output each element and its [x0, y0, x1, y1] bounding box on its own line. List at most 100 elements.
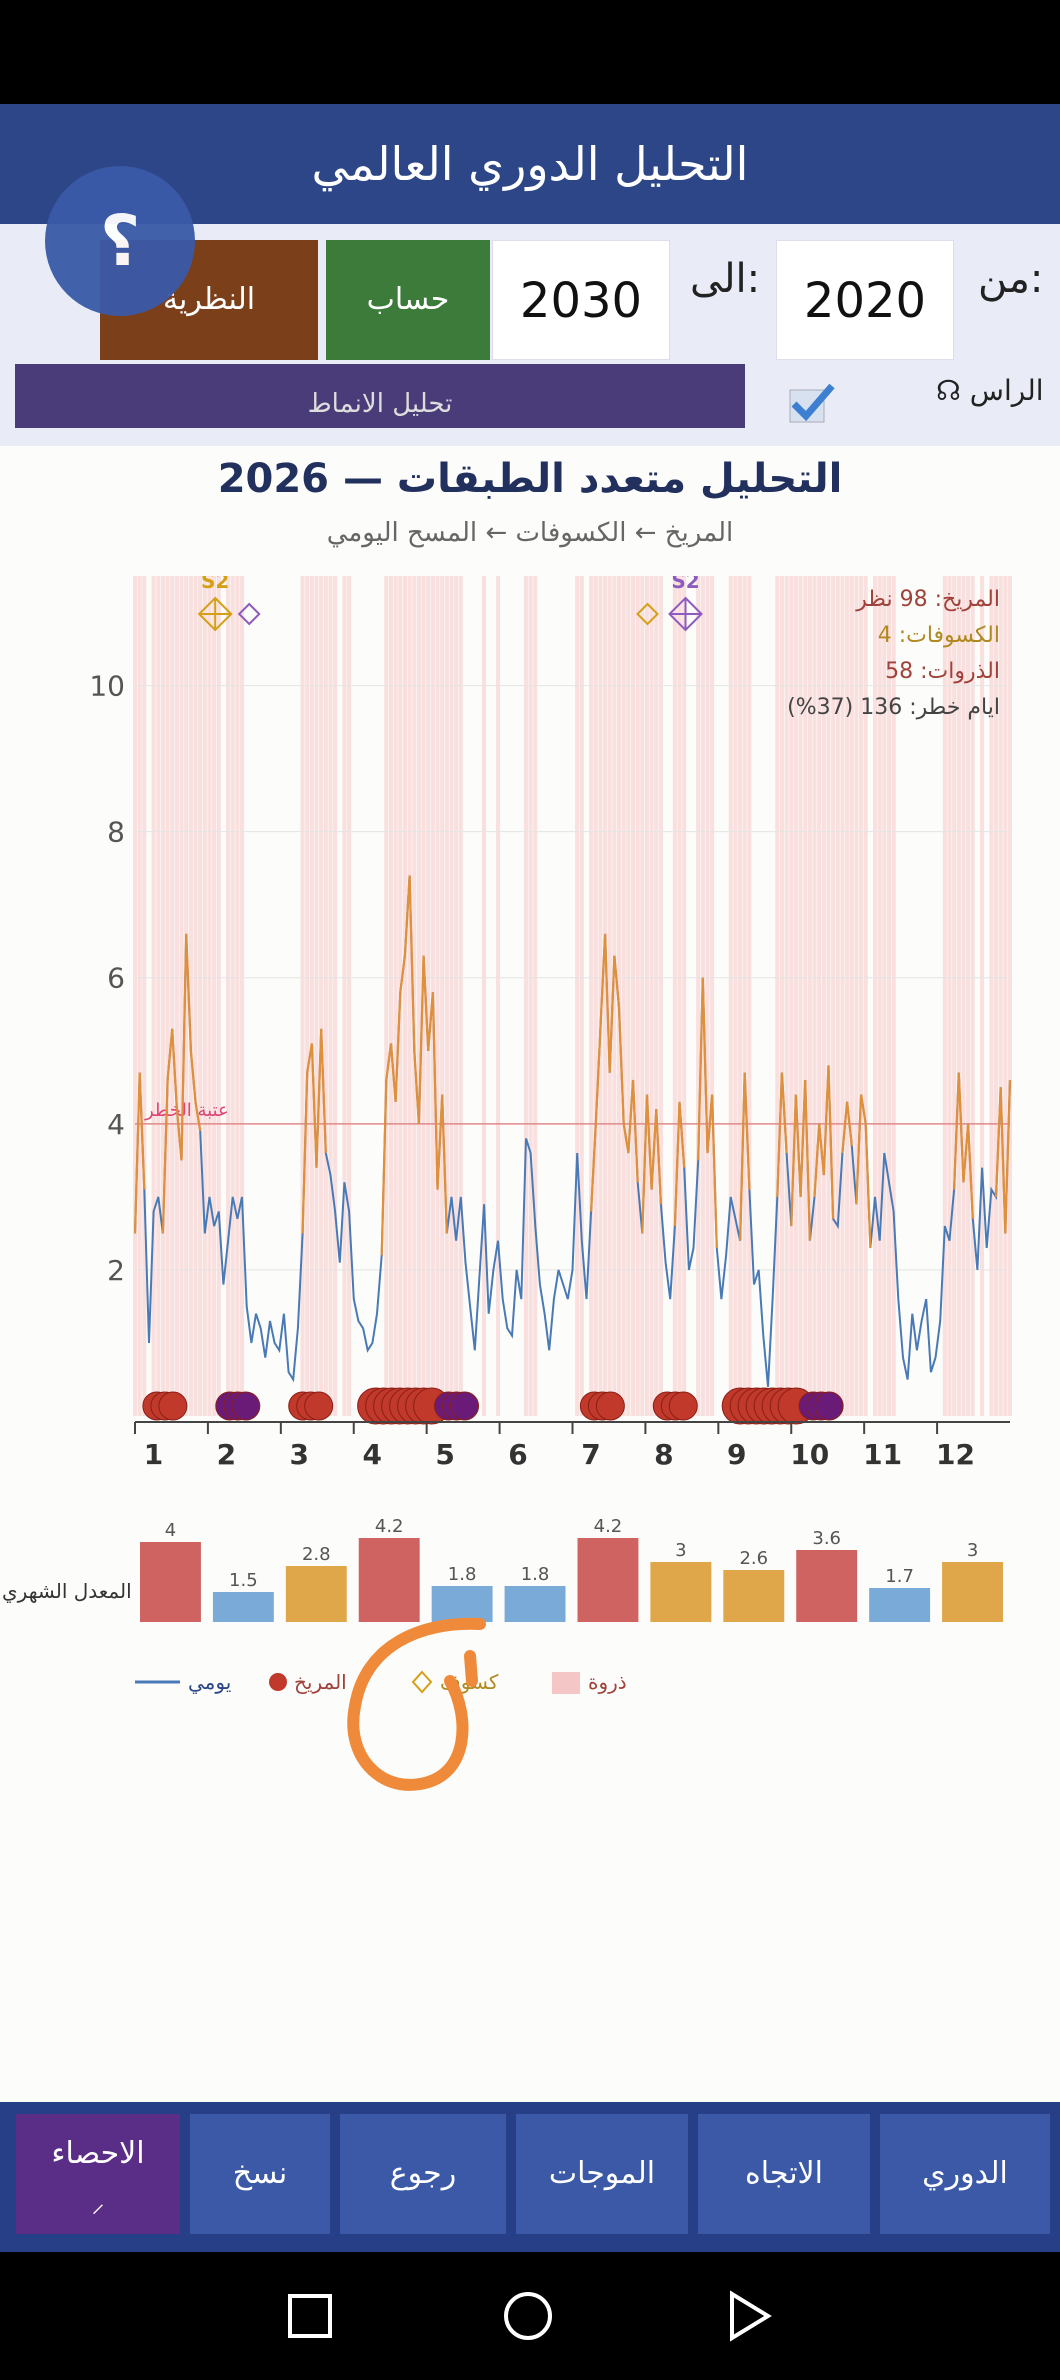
mars-marker — [668, 1391, 698, 1421]
monthly-bar — [212, 1592, 274, 1622]
tab-direction[interactable]: الاتجاه — [698, 2114, 870, 2234]
tab-copy[interactable]: نسخ — [190, 2114, 330, 2234]
monthly-bar — [140, 1542, 201, 1622]
peak-band — [849, 576, 854, 1416]
tab-cyclic[interactable]: الدوري — [880, 2114, 1050, 2234]
monthly-bar-label: 4.2 — [375, 1516, 404, 1537]
stat-eclipses: الكسوفات: 4 — [878, 623, 1000, 648]
peak-band — [300, 576, 305, 1416]
patterns-bar-label: تحليل الانماط — [307, 389, 453, 419]
mars-marker — [595, 1391, 625, 1421]
peak-band — [309, 576, 314, 1416]
monthly-bar-label: 3 — [675, 1540, 686, 1561]
peak-band — [314, 576, 319, 1416]
peak-band — [133, 576, 137, 1416]
monthly-bar — [723, 1570, 785, 1622]
peak-band — [728, 576, 733, 1416]
peak-band — [179, 576, 184, 1416]
peak-band — [412, 576, 417, 1416]
peak-band — [184, 576, 189, 1416]
peak-band — [877, 576, 882, 1416]
peak-band — [742, 576, 747, 1416]
from-year-input[interactable]: 2020 — [776, 240, 954, 360]
mars-marker — [158, 1391, 188, 1421]
peak-band — [151, 576, 156, 1416]
peak-band — [305, 576, 310, 1416]
peak-band — [193, 576, 198, 1416]
peak-band — [631, 576, 636, 1416]
mars-marker — [231, 1391, 261, 1421]
patterns-bar[interactable]: تحليل الانماط — [15, 364, 745, 428]
peak-band — [202, 576, 207, 1416]
month-label: 8 — [654, 1438, 673, 1471]
legend-mars: المريخ — [294, 1670, 347, 1694]
from-label: من: — [978, 256, 1044, 302]
monthly-avg-bars: 4 1.5 2.8 4.2 1.8 1.8 4.2 3 2.6 3.6 1.7 3 — [140, 1516, 1003, 1622]
monthly-bar — [650, 1562, 712, 1622]
chart-panel: التحليل متعدد الطبقات — 2026 المريخ ← ال… — [0, 446, 1060, 2102]
monthly-bar-label: 1.8 — [521, 1564, 550, 1585]
mars-clusters — [142, 1387, 844, 1425]
to-year-input[interactable]: 2030 — [492, 240, 670, 360]
peak-band — [426, 576, 431, 1416]
peak-band — [174, 576, 179, 1416]
tab-cyclic-label: الدوري — [922, 2156, 1008, 2191]
peak-band — [886, 576, 891, 1416]
peak-band — [682, 576, 687, 1416]
peak-band — [980, 576, 985, 1416]
month-label: 3 — [290, 1438, 309, 1471]
monthly-avg-label: المعدل الشهري — [2, 1579, 132, 1604]
calculate-button[interactable]: حساب — [326, 240, 490, 360]
peak-band — [482, 576, 487, 1416]
peak-band — [212, 576, 217, 1416]
recents-icon[interactable] — [288, 2294, 332, 2338]
peak-band — [528, 576, 533, 1416]
monthly-bar-label: 2.6 — [739, 1548, 768, 1569]
y-tick-label: 10 — [89, 670, 125, 703]
monthly-bar — [504, 1586, 566, 1622]
tab-waves-label: الموجات — [548, 2156, 656, 2191]
peak-band — [407, 576, 412, 1416]
peak-band — [160, 576, 165, 1416]
monthly-bar-label: 3.6 — [812, 1528, 841, 1549]
peak-band — [323, 576, 328, 1416]
peak-band — [156, 576, 161, 1416]
peak-band — [947, 576, 952, 1416]
status-bar — [0, 0, 1060, 104]
home-icon[interactable] — [504, 2292, 552, 2340]
peak-band — [188, 576, 193, 1416]
peak-band — [654, 576, 659, 1416]
tab-waves[interactable]: الموجات — [516, 2114, 688, 2234]
peak-band — [854, 576, 859, 1416]
tab-statistics[interactable]: الاحصاء ⸝ — [16, 2114, 180, 2234]
peak-band — [779, 576, 784, 1416]
eclipse-diamond-small — [237, 602, 261, 626]
head-checkbox[interactable] — [788, 380, 836, 424]
month-label: 1 — [144, 1438, 163, 1471]
peak-band — [994, 576, 999, 1416]
month-label: 11 — [863, 1438, 902, 1471]
help-button[interactable]: ؟ — [45, 166, 195, 316]
month-label: 6 — [508, 1438, 527, 1471]
peak-band — [798, 576, 803, 1416]
peak-band — [966, 576, 971, 1416]
back-icon[interactable] — [730, 2290, 772, 2342]
monthly-bar-label: 4.2 — [594, 1516, 623, 1537]
peak-band — [738, 576, 743, 1416]
peak-band — [882, 576, 887, 1416]
peak-band — [347, 576, 352, 1416]
peak-band — [454, 576, 459, 1416]
peak-band — [170, 576, 175, 1416]
peak-band — [342, 576, 347, 1416]
peak-band — [523, 576, 528, 1416]
stat-mars: المريخ: 98 نظر — [855, 587, 1000, 612]
peak-band — [165, 576, 170, 1416]
peak-band — [607, 576, 612, 1416]
peak-band — [388, 576, 393, 1416]
peak-band — [216, 576, 221, 1416]
peak-band — [402, 576, 407, 1416]
month-label: 9 — [727, 1438, 746, 1471]
peak-band — [807, 576, 812, 1416]
tab-back[interactable]: رجوع — [340, 2114, 506, 2234]
